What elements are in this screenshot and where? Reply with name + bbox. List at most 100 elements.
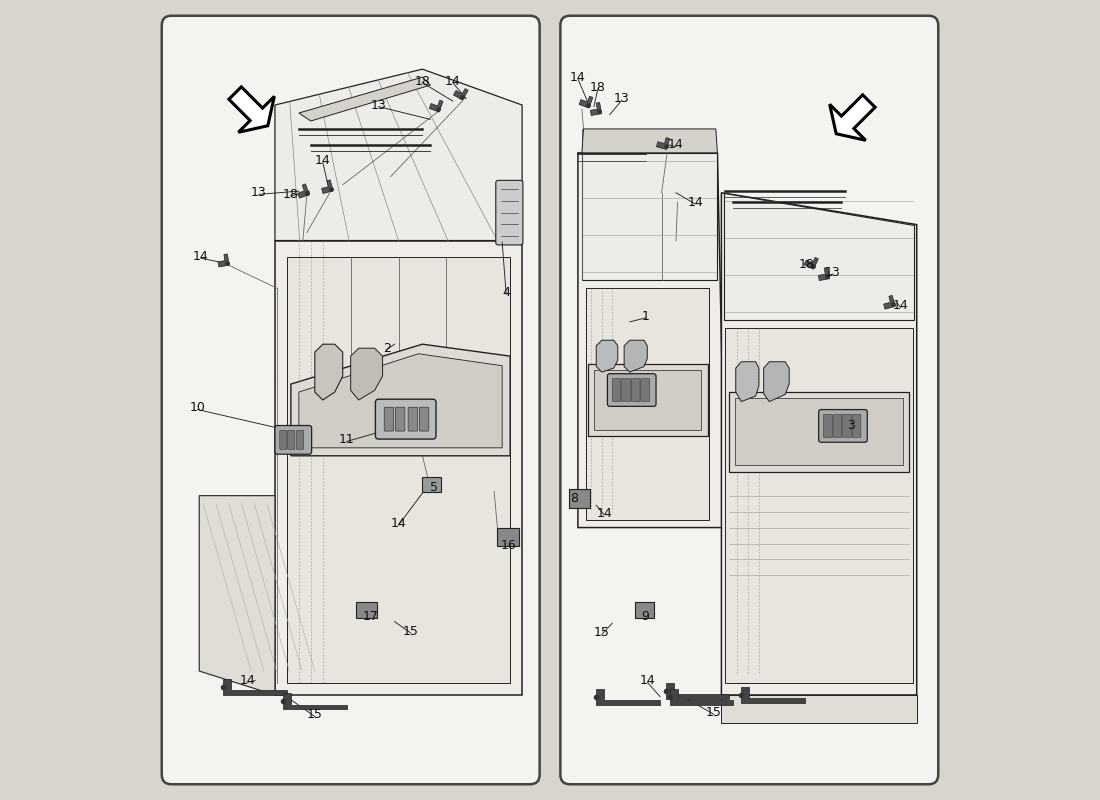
Polygon shape <box>287 257 510 683</box>
Text: 15: 15 <box>594 626 609 639</box>
Polygon shape <box>582 129 717 153</box>
Polygon shape <box>223 679 287 695</box>
Text: 15: 15 <box>403 625 418 638</box>
Text: 2: 2 <box>383 342 390 354</box>
FancyBboxPatch shape <box>162 16 540 784</box>
FancyBboxPatch shape <box>288 430 295 450</box>
FancyBboxPatch shape <box>636 602 654 618</box>
FancyBboxPatch shape <box>843 414 851 438</box>
Polygon shape <box>722 695 916 723</box>
Text: 15: 15 <box>307 709 322 722</box>
Polygon shape <box>586 288 710 519</box>
Text: 8: 8 <box>570 492 578 506</box>
FancyBboxPatch shape <box>408 407 418 431</box>
Polygon shape <box>883 295 895 309</box>
FancyBboxPatch shape <box>631 378 640 402</box>
Text: 14: 14 <box>239 674 255 687</box>
FancyBboxPatch shape <box>613 378 621 402</box>
Polygon shape <box>321 180 333 194</box>
Polygon shape <box>299 354 503 448</box>
Text: 17: 17 <box>363 610 378 623</box>
Polygon shape <box>579 96 593 108</box>
Text: 3: 3 <box>847 419 856 432</box>
Text: 16: 16 <box>500 538 516 551</box>
Polygon shape <box>275 69 522 241</box>
Text: 14: 14 <box>390 517 406 530</box>
Text: 14: 14 <box>668 138 684 151</box>
Polygon shape <box>591 102 602 115</box>
Text: 13: 13 <box>825 266 840 279</box>
Polygon shape <box>582 153 717 281</box>
Polygon shape <box>218 254 229 267</box>
FancyBboxPatch shape <box>297 430 304 450</box>
Polygon shape <box>596 340 618 372</box>
Text: 1: 1 <box>641 310 650 322</box>
Text: 13: 13 <box>614 92 629 105</box>
Text: 10: 10 <box>189 402 206 414</box>
Polygon shape <box>588 364 708 436</box>
Polygon shape <box>290 344 510 456</box>
Text: 5: 5 <box>430 481 439 494</box>
Text: 18: 18 <box>799 258 815 271</box>
Polygon shape <box>829 95 876 140</box>
Text: 14: 14 <box>444 74 461 88</box>
Polygon shape <box>199 496 275 695</box>
Polygon shape <box>666 683 729 699</box>
FancyBboxPatch shape <box>419 407 429 431</box>
Polygon shape <box>763 362 789 402</box>
Text: 18: 18 <box>415 74 430 88</box>
Polygon shape <box>657 138 670 150</box>
Polygon shape <box>578 153 725 527</box>
FancyBboxPatch shape <box>621 378 630 402</box>
Polygon shape <box>299 77 430 121</box>
FancyBboxPatch shape <box>496 180 522 245</box>
Polygon shape <box>724 193 914 320</box>
Polygon shape <box>275 241 522 695</box>
FancyBboxPatch shape <box>279 430 287 450</box>
Text: 14: 14 <box>688 196 703 209</box>
FancyBboxPatch shape <box>497 528 519 546</box>
Polygon shape <box>283 694 346 710</box>
FancyBboxPatch shape <box>560 16 938 784</box>
FancyBboxPatch shape <box>607 374 656 406</box>
Text: 18: 18 <box>283 188 299 201</box>
FancyBboxPatch shape <box>818 410 867 442</box>
Text: 9: 9 <box>641 610 650 623</box>
FancyBboxPatch shape <box>356 602 377 618</box>
Polygon shape <box>729 392 909 472</box>
Polygon shape <box>818 267 829 281</box>
FancyBboxPatch shape <box>375 399 436 439</box>
Text: 11: 11 <box>339 434 354 446</box>
FancyBboxPatch shape <box>384 407 394 431</box>
Polygon shape <box>670 689 734 705</box>
FancyBboxPatch shape <box>641 378 650 402</box>
Text: 4: 4 <box>503 286 510 299</box>
Text: 15: 15 <box>705 706 722 719</box>
Polygon shape <box>594 370 702 430</box>
Polygon shape <box>453 89 469 100</box>
Polygon shape <box>804 258 818 269</box>
FancyBboxPatch shape <box>852 414 861 438</box>
Polygon shape <box>429 100 443 112</box>
Polygon shape <box>736 362 759 402</box>
FancyBboxPatch shape <box>569 490 590 509</box>
Text: 14: 14 <box>192 250 209 263</box>
Text: 14: 14 <box>315 154 331 167</box>
Polygon shape <box>596 689 660 705</box>
FancyBboxPatch shape <box>421 477 441 493</box>
Polygon shape <box>624 340 647 372</box>
FancyBboxPatch shape <box>395 407 405 431</box>
Polygon shape <box>298 184 309 198</box>
Polygon shape <box>725 328 913 683</box>
Polygon shape <box>735 398 903 466</box>
FancyBboxPatch shape <box>275 426 311 454</box>
Text: 14: 14 <box>570 70 586 84</box>
Polygon shape <box>722 193 916 695</box>
Polygon shape <box>741 687 805 703</box>
Polygon shape <box>229 87 274 132</box>
Text: 18: 18 <box>590 81 606 94</box>
Polygon shape <box>351 348 383 400</box>
Text: 14: 14 <box>639 674 656 687</box>
Polygon shape <box>315 344 343 400</box>
Text: 13: 13 <box>371 98 386 111</box>
